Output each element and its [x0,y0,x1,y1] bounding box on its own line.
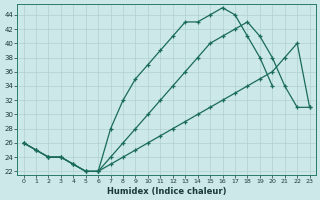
X-axis label: Humidex (Indice chaleur): Humidex (Indice chaleur) [107,187,226,196]
